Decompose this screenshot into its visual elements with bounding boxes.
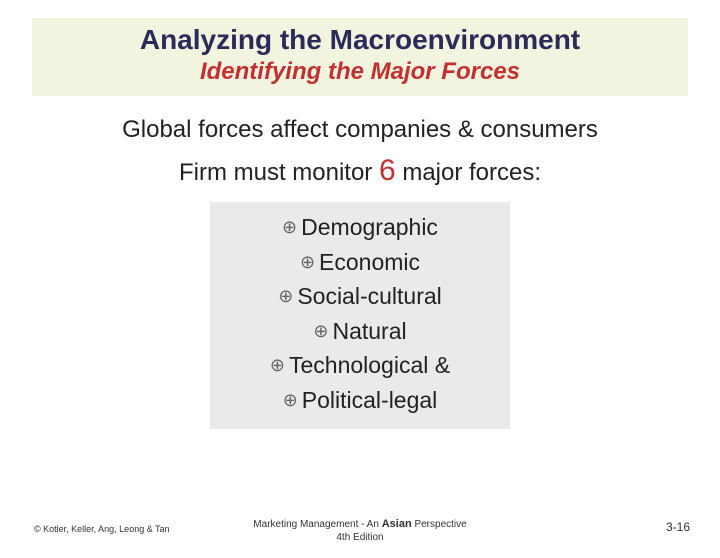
list-item-label: Political-legal: [302, 387, 438, 413]
slide-title: Analyzing the Macroenvironment: [42, 24, 678, 56]
bullet-icon: ⊕: [270, 355, 285, 375]
list-item-label: Social-cultural: [297, 283, 441, 309]
list-item-label: Economic: [319, 249, 420, 275]
body-line-1: Global forces affect companies & consume…: [0, 116, 720, 144]
list-item-label: Technological &: [289, 352, 450, 378]
bullet-icon: ⊕: [283, 390, 298, 410]
title-block: Analyzing the Macroenvironment Identifyi…: [32, 18, 688, 96]
list-item: ⊕Demographic: [220, 210, 500, 245]
bullet-icon: ⊕: [282, 217, 297, 237]
body-line-2-pre: Firm must monitor: [179, 159, 379, 186]
list-item-label: Demographic: [301, 214, 438, 240]
book-edition: 4th Edition: [253, 531, 466, 544]
bullet-icon: ⊕: [278, 286, 293, 306]
body-line-2-post: major forces:: [396, 159, 541, 186]
body-line-2: Firm must monitor 6 major forces:: [0, 154, 720, 188]
list-item: ⊕Social-cultural: [220, 279, 500, 314]
list-item: ⊕Technological &: [220, 348, 500, 383]
list-item: ⊕Political-legal: [220, 383, 500, 418]
book-title-pre: Marketing Management - An: [253, 519, 381, 530]
list-item: ⊕Economic: [220, 245, 500, 280]
page-number: 3-16: [666, 520, 690, 534]
copyright: © Kotler, Keller, Ang, Leong & Tan: [34, 524, 170, 534]
book-title-asian: Asian: [382, 518, 412, 530]
bullet-icon: ⊕: [313, 321, 328, 341]
body-line-2-number: 6: [379, 154, 396, 187]
book-title-post: Perspective: [412, 519, 467, 530]
forces-list: ⊕Demographic ⊕Economic ⊕Social-cultural …: [210, 202, 510, 429]
slide-subtitle: Identifying the Major Forces: [42, 58, 678, 86]
list-item: ⊕Natural: [220, 314, 500, 349]
bullet-icon: ⊕: [300, 252, 315, 272]
list-item-label: Natural: [332, 318, 406, 344]
